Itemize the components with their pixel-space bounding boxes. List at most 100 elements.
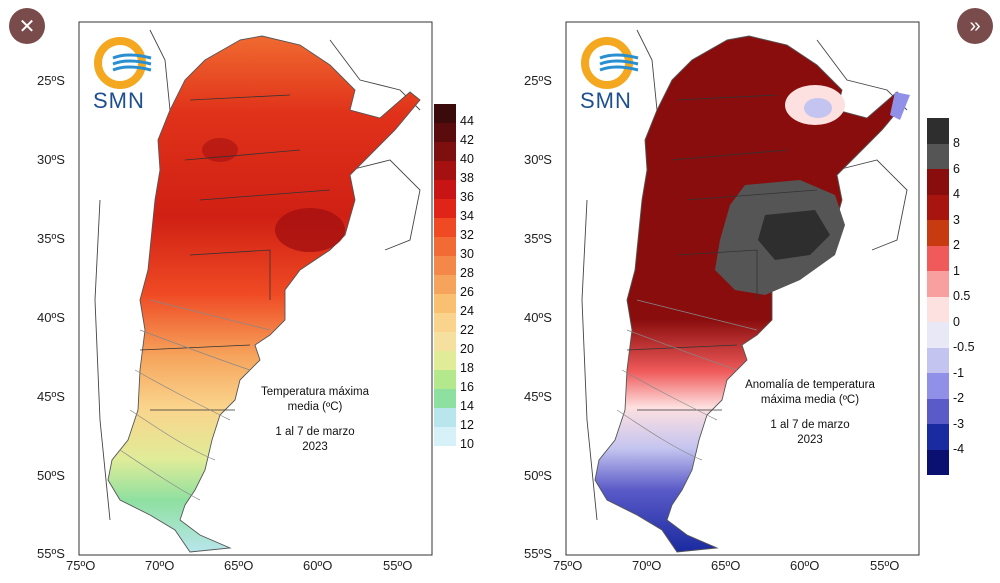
- legend-label: -2: [953, 391, 965, 405]
- legend-label: 4: [953, 187, 960, 201]
- legend-label: 10: [460, 437, 474, 451]
- legend-swatch: [434, 218, 456, 237]
- lon-label: 70ºO: [145, 558, 175, 573]
- lon-label: 60ºO: [790, 558, 820, 573]
- lat-label: 50ºS: [524, 468, 552, 483]
- legend-label: 6: [953, 161, 960, 176]
- legend-label: 20: [460, 342, 474, 356]
- lat-label: 35ºS: [524, 231, 552, 246]
- legend-label: -4: [953, 442, 965, 456]
- legend-swatch: [927, 449, 949, 475]
- legend-swatch: [927, 194, 949, 220]
- legend-swatch: [434, 332, 456, 351]
- legend-swatch: [927, 296, 949, 322]
- legend-label: -1: [953, 365, 965, 380]
- lat-label: 30ºS: [37, 152, 65, 167]
- legend-label: 12: [460, 418, 474, 432]
- lon-label: 75ºO: [66, 558, 96, 573]
- legend-swatch: [434, 294, 456, 313]
- double-chevron-right-icon: »: [969, 14, 981, 37]
- legend-label: 26: [460, 285, 474, 299]
- legend-label: 0.5: [953, 289, 971, 303]
- legend-swatch: [434, 161, 456, 180]
- lat-label: 40ºS: [524, 310, 552, 325]
- caption-unit: máxima media (ºC): [760, 394, 860, 406]
- legend-label: 3: [953, 212, 960, 227]
- legend-swatch: [927, 347, 949, 373]
- legend-swatch: [434, 123, 456, 142]
- lat-label: 40ºS: [37, 310, 65, 325]
- lat-label: 50ºS: [37, 468, 65, 483]
- logo-text: SMN: [93, 88, 145, 113]
- lat-label: 55ºS: [37, 546, 65, 561]
- legend-label: 44: [460, 114, 474, 128]
- lat-label: 55ºS: [524, 546, 552, 561]
- legend-swatch: [927, 373, 949, 399]
- legend-swatch: [927, 169, 949, 195]
- lon-label: 75ºO: [553, 558, 583, 573]
- lon-label: 70ºO: [632, 558, 662, 573]
- legend-label: 28: [460, 266, 474, 280]
- legend-swatch: [927, 271, 949, 297]
- legend-swatch: [434, 389, 456, 408]
- legend-swatch: [927, 398, 949, 424]
- legend-label: 36: [460, 190, 474, 204]
- caption-unit: media (ºC): [287, 401, 343, 413]
- lat-label: 35ºS: [37, 231, 65, 246]
- legend-label: 1: [953, 263, 960, 278]
- right-map-panel: SMN 25ºS 30ºS 35ºS 40ºS 45ºS 50ºS 55ºS 7…: [500, 0, 1000, 583]
- lat-label: 30ºS: [524, 152, 552, 167]
- legend-label: 34: [460, 209, 474, 223]
- caption-period: 1 al 7 de marzo: [275, 426, 355, 438]
- legend-label: -0.5: [953, 340, 975, 354]
- legend-swatch: [434, 275, 456, 294]
- next-button[interactable]: »: [957, 8, 993, 44]
- lon-label: 60ºO: [303, 558, 333, 573]
- legend-label: 0: [953, 314, 960, 329]
- legend-swatch: [434, 199, 456, 218]
- legend-swatch: [434, 142, 456, 161]
- left-map-frame: [78, 21, 433, 556]
- legend-label: 24: [460, 304, 474, 318]
- legend-swatch: [434, 180, 456, 199]
- logo-text: SMN: [580, 88, 632, 113]
- legend-label: 40: [460, 152, 474, 166]
- lat-label: 45ºS: [524, 389, 552, 404]
- caption-year: 2023: [302, 441, 328, 453]
- legend-swatch: [927, 143, 949, 169]
- lat-label: 25ºS: [524, 73, 552, 88]
- legend-swatch: [434, 351, 456, 370]
- lon-label: 65ºO: [711, 558, 741, 573]
- caption-title: Temperatura máxima: [260, 386, 369, 398]
- legend-swatch: [927, 424, 949, 450]
- legend-label: 30: [460, 247, 474, 261]
- legend-label: 16: [460, 380, 474, 394]
- legend-swatch: [927, 118, 949, 144]
- caption-period: 1 al 7 de marzo: [770, 419, 850, 431]
- lon-label: 55ºO: [870, 558, 900, 573]
- legend-label: 18: [460, 361, 474, 375]
- close-button[interactable]: ✕: [9, 8, 45, 44]
- left-map-panel: SMN 25ºS 30ºS 35ºS 40ºS 45ºS 50ºS 55ºS 7…: [37, 21, 474, 573]
- legend-swatch: [434, 408, 456, 427]
- lon-label: 65ºO: [224, 558, 254, 573]
- legend-label: 32: [460, 228, 474, 242]
- legend-swatch: [927, 220, 949, 246]
- legend-swatch: [434, 370, 456, 389]
- legend-label: 42: [460, 133, 474, 147]
- legend-swatch: [434, 104, 456, 123]
- legend-label: 14: [460, 399, 474, 413]
- legend-swatch: [434, 313, 456, 332]
- right-map-frame: [565, 21, 920, 556]
- legend-label: 22: [460, 323, 474, 337]
- legend-swatch: [434, 427, 456, 446]
- legend-swatch: [434, 237, 456, 256]
- close-icon: ✕: [18, 15, 36, 38]
- lon-label: 55ºO: [383, 558, 413, 573]
- legend-label: 2: [953, 238, 960, 252]
- lat-label: 45ºS: [37, 389, 65, 404]
- legend-label: 38: [460, 171, 474, 185]
- caption-title: Anomalía de temperatura: [745, 379, 875, 391]
- map-caption: Anomalía de temperatura máxima media (ºC…: [740, 378, 880, 448]
- legend-label: -3: [953, 416, 965, 431]
